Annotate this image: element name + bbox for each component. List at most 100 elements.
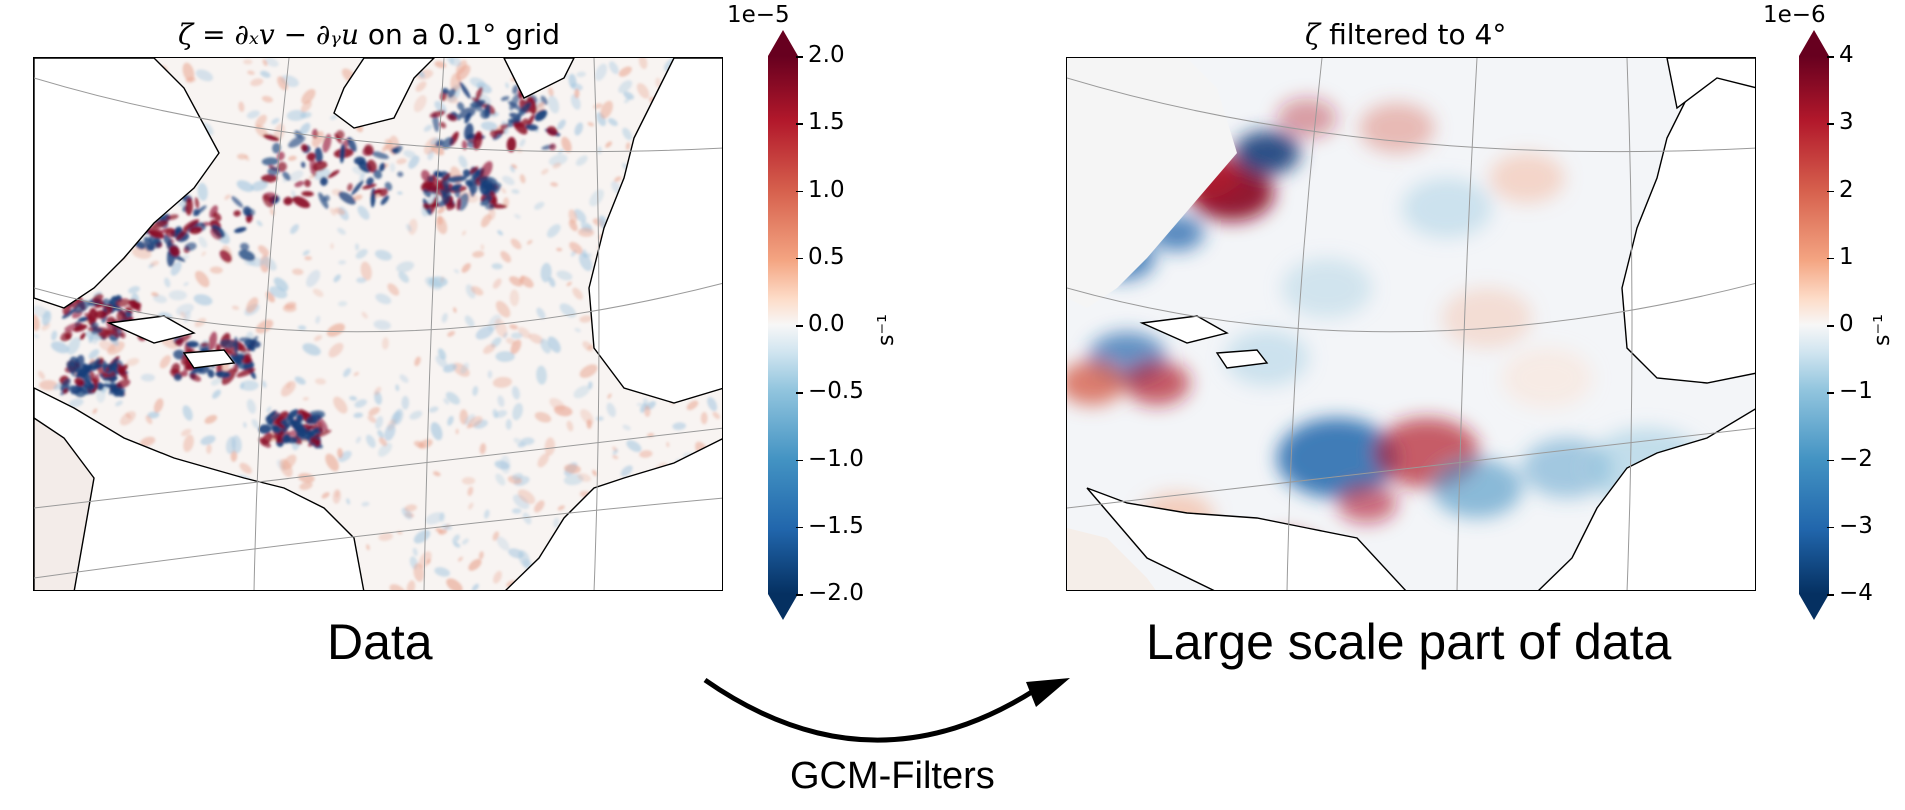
eddy-mark	[557, 505, 565, 511]
eddy-mark	[456, 197, 461, 211]
right-colorbar-unit: s⁻¹	[1870, 314, 1895, 346]
eddy-mark	[492, 376, 512, 388]
eddy-mark	[193, 294, 213, 306]
eddy-mark	[246, 110, 260, 119]
eddy-mark	[322, 133, 332, 153]
eddy-mark	[339, 143, 345, 164]
eddy-mark	[441, 312, 448, 323]
eddy-mark	[434, 100, 447, 114]
eddy-mark	[462, 169, 471, 178]
eddy-mark	[397, 171, 404, 177]
eddy-mark	[470, 99, 486, 108]
eddy-mark	[182, 405, 193, 421]
colorbar-tick-mark	[796, 459, 803, 461]
eddy-mark	[361, 501, 370, 507]
eddy-mark	[480, 121, 498, 131]
eddy-mark	[294, 130, 303, 139]
eddy-mark	[441, 137, 454, 150]
eddy-mark	[519, 174, 526, 184]
eddy-mark	[359, 173, 365, 182]
eddy-mark	[622, 424, 631, 431]
eddy-mark	[355, 243, 360, 251]
colorbar-tick-mark	[796, 56, 803, 58]
left-colorbar-exponent: 1e−5	[727, 2, 790, 28]
eddy-mark	[487, 370, 493, 379]
eddy-mark	[502, 175, 515, 186]
eddy-mark	[50, 341, 70, 354]
eddy-mark	[64, 322, 84, 332]
eddy-mark	[592, 469, 598, 477]
eddy-mark	[435, 355, 448, 368]
eddy-mark	[437, 206, 446, 214]
eddy-mark	[277, 161, 287, 172]
eddy-mark	[511, 386, 520, 400]
eddy-mark	[116, 379, 131, 389]
eddy-mark	[246, 398, 256, 414]
eddy-mark	[355, 436, 362, 444]
eddy-mark	[70, 385, 83, 395]
eddy-mark	[595, 416, 604, 421]
eddy-mark	[282, 433, 291, 444]
eddy-mark	[169, 245, 180, 257]
eddy-mark	[109, 371, 116, 379]
eddy-mark	[413, 563, 425, 582]
eddy-mark	[175, 228, 188, 241]
eddy-mark	[280, 381, 296, 397]
eddy-mark	[64, 333, 72, 340]
eddy-mark	[387, 283, 400, 296]
colorbar-tick-mark	[1827, 123, 1834, 125]
eddy-mark	[464, 112, 472, 124]
eddy-mark	[492, 278, 502, 289]
colorbar-tick-mark	[796, 526, 803, 529]
eddy-mark	[575, 155, 588, 166]
eddy-mark	[277, 76, 288, 91]
eddy-mark	[449, 58, 455, 65]
eddy-mark	[378, 437, 388, 447]
eddy-mark	[373, 169, 382, 179]
eddy-mark	[365, 434, 376, 448]
eddy-mark	[94, 310, 107, 319]
eddy-mark	[472, 386, 479, 396]
eddy-mark	[501, 187, 507, 194]
eddy-mark	[421, 169, 431, 182]
eddy-mark	[333, 396, 348, 414]
eddy-mark	[500, 123, 508, 131]
eddy-mark	[41, 322, 51, 331]
eddy-mark	[574, 327, 581, 333]
eddy-mark	[413, 440, 425, 448]
eddy-mark	[468, 166, 479, 175]
eddy-mark	[580, 409, 594, 425]
colorbar-tick-mark	[1827, 526, 1834, 529]
eddy-mark	[620, 465, 633, 477]
colorbar-tick-mark	[796, 325, 803, 327]
eddy-mark	[243, 59, 253, 65]
eddy-mark	[235, 354, 244, 362]
eddy-mark	[587, 344, 594, 350]
eddy-mark	[638, 58, 648, 70]
eddy-mark	[549, 143, 556, 151]
eddy-mark	[289, 419, 306, 434]
eddy-mark	[238, 249, 256, 262]
eddy-mark	[306, 269, 321, 288]
eddy-mark	[540, 95, 548, 105]
eddy-mark	[258, 245, 270, 256]
eddy-mark	[389, 584, 406, 590]
eddy-mark	[313, 429, 332, 438]
eddy-mark	[90, 321, 99, 330]
eddy-mark	[582, 249, 588, 259]
eddy-mark	[153, 398, 164, 413]
eddy-mark	[90, 371, 96, 384]
eddy-mark	[534, 201, 545, 210]
eddy-mark	[231, 196, 244, 208]
eddy-mark	[128, 299, 140, 310]
right-land	[1067, 58, 1755, 590]
eddy-mark	[525, 124, 539, 131]
eddy-mark	[261, 380, 267, 388]
eddy-mark	[468, 177, 478, 194]
eddy-mark	[305, 414, 322, 425]
eddy-mark	[88, 349, 100, 360]
eddy-mark	[458, 155, 468, 169]
eddy-mark	[403, 150, 416, 159]
eddy-mark	[624, 97, 631, 104]
eddy-mark	[574, 88, 580, 99]
